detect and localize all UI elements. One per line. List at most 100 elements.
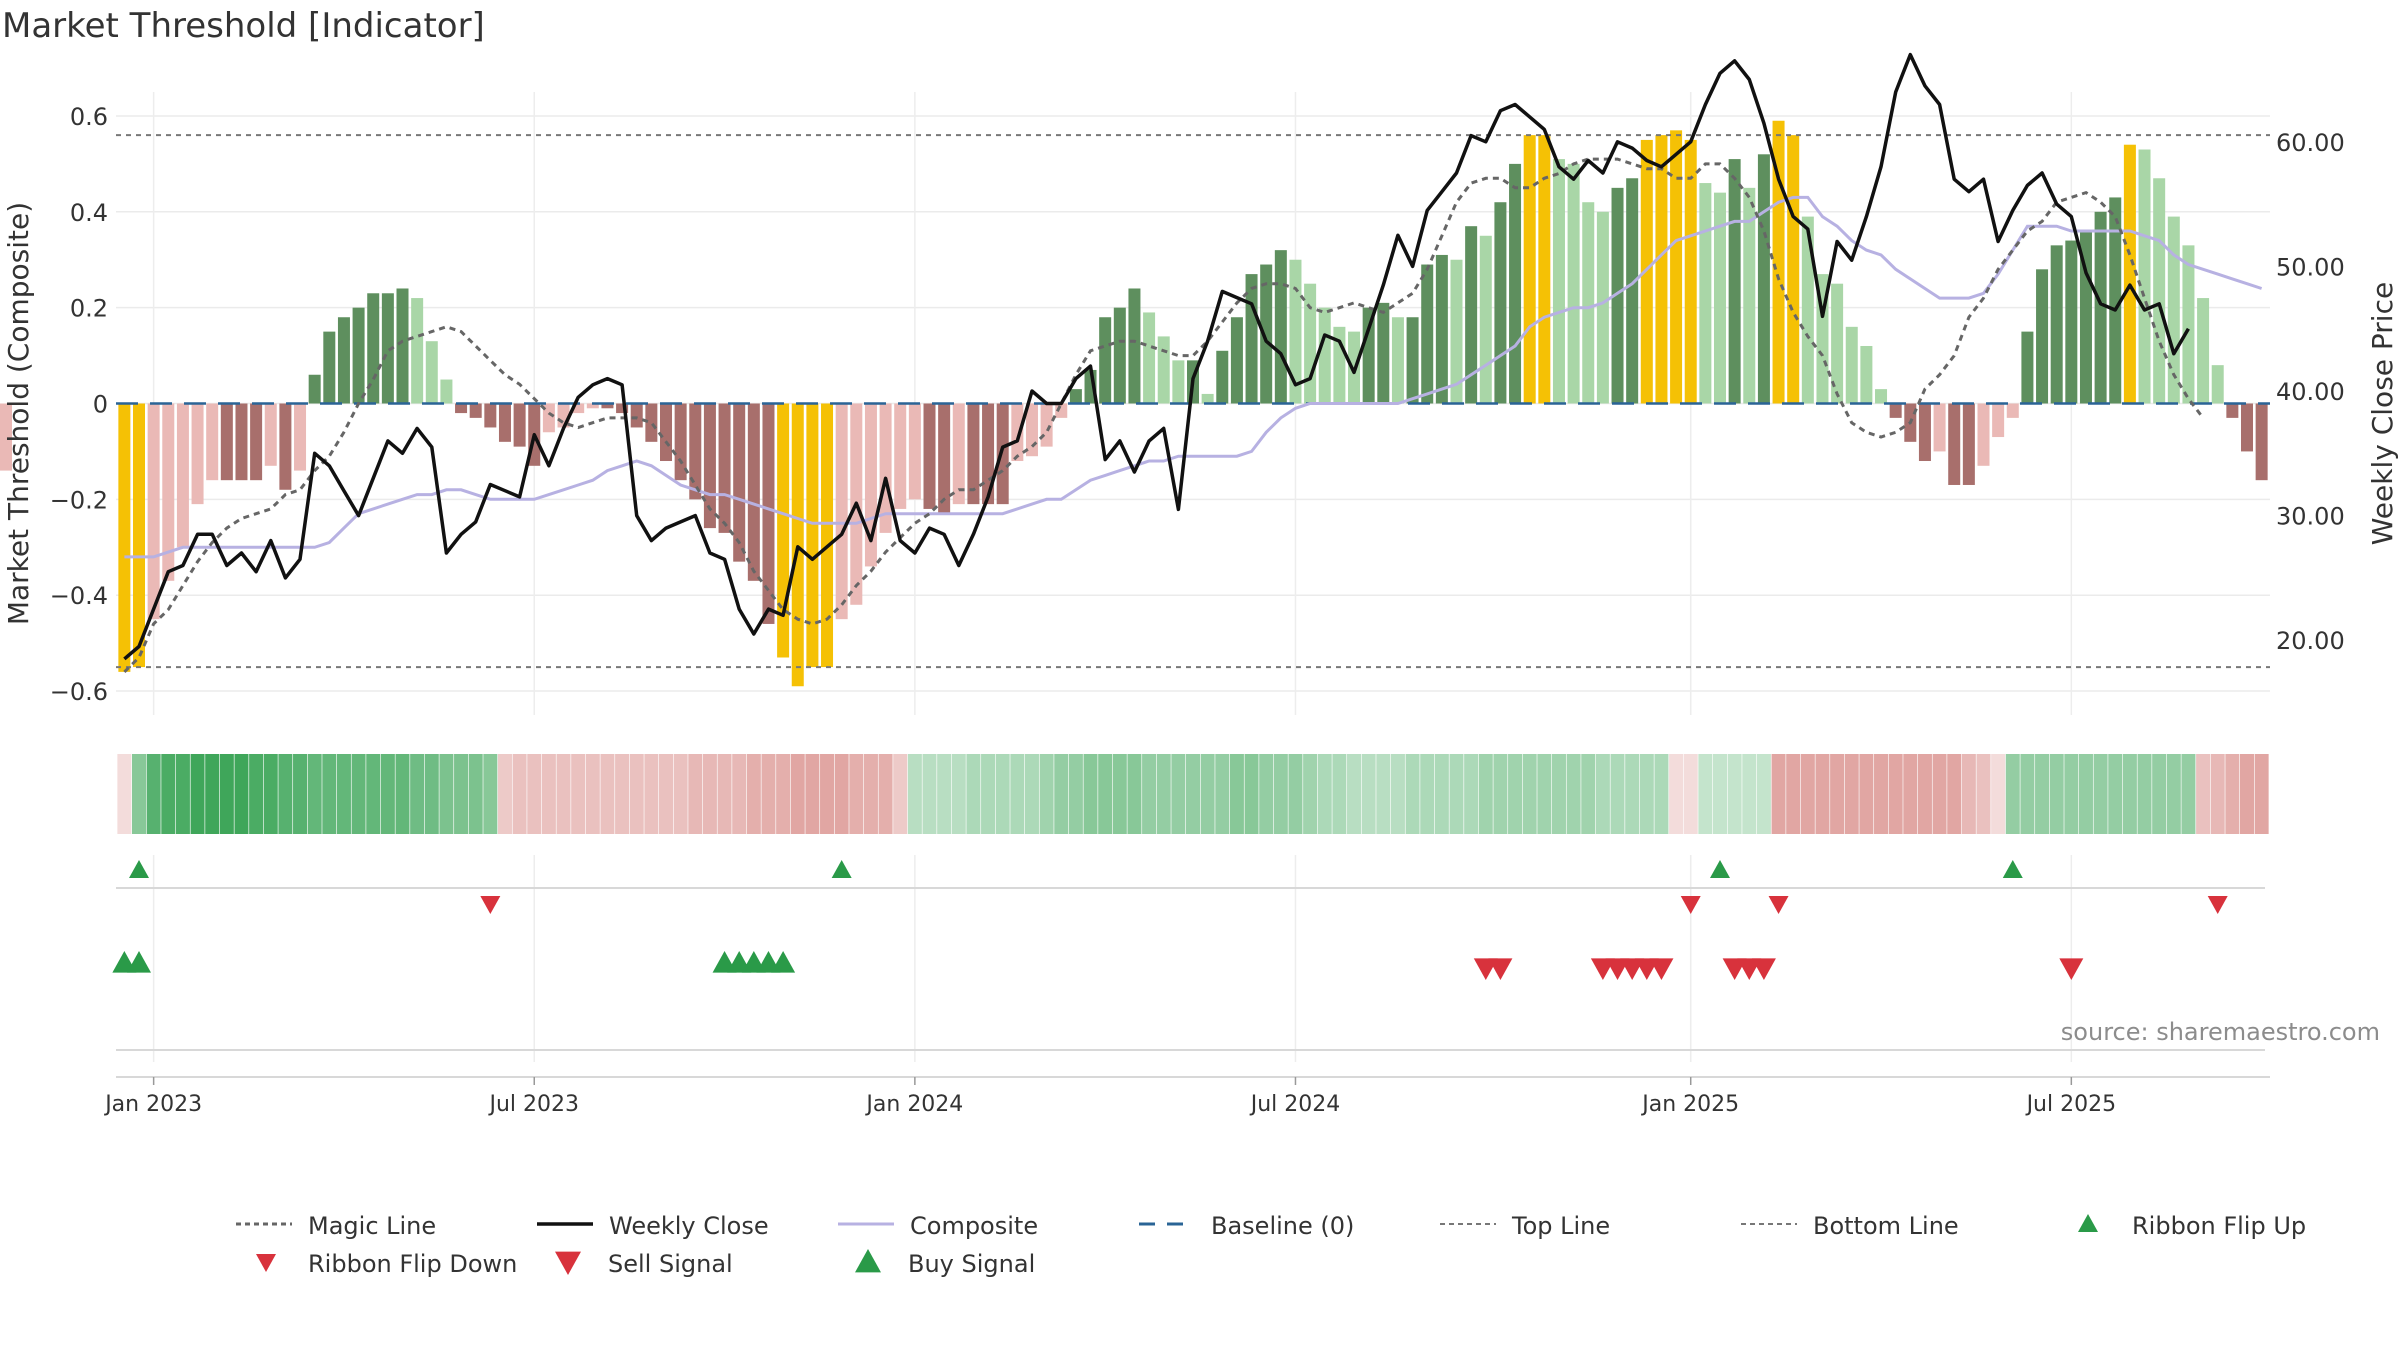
composite-bar <box>1567 163 1580 404</box>
legend-swatch-sell <box>555 1251 581 1275</box>
ribbon-cell <box>2196 754 2211 834</box>
buy-signal-marker <box>127 951 152 973</box>
ribbon-cell <box>219 754 234 834</box>
ribbon-cell <box>161 754 176 834</box>
ribbon-cell <box>1844 754 1859 834</box>
composite-bar <box>2006 403 2019 418</box>
ribbon-cell <box>1420 754 1435 834</box>
ribbon-cell <box>1039 754 1054 834</box>
y-tick-label: 0.2 <box>70 295 108 323</box>
ribbon-cell <box>2239 754 2254 834</box>
ribbon-cell <box>2108 754 2123 834</box>
buy-signal-marker <box>771 951 796 973</box>
ribbon-cell <box>1859 754 1874 834</box>
series-lines <box>123 52 2263 673</box>
ribbon-cell <box>937 754 952 834</box>
ribbon-cell <box>1303 754 1318 834</box>
composite-bar <box>996 403 1009 505</box>
composite-bar <box>703 403 716 529</box>
legend-label: Bottom Line <box>1813 1212 1959 1240</box>
ribbon-cell <box>732 754 747 834</box>
ribbon-cell <box>1610 754 1625 834</box>
ribbon-cell <box>2210 754 2225 834</box>
ribbon-cell <box>761 754 776 834</box>
ribbon-cell <box>717 754 732 834</box>
ribbon-flip-down-marker <box>1768 896 1789 914</box>
composite-bar <box>396 288 409 404</box>
composite-bar <box>616 403 629 414</box>
legend-item: Top Line <box>1440 1212 1610 1240</box>
ribbon-cell <box>849 754 864 834</box>
ribbon-cell <box>1449 754 1464 834</box>
composite-bar <box>645 403 658 442</box>
legend-item: Weekly Close <box>537 1212 769 1240</box>
composite-bar <box>1143 312 1156 404</box>
ribbon-cell <box>1405 754 1420 834</box>
ribbon-cell <box>1522 754 1537 834</box>
ribbon-cell <box>1493 754 1508 834</box>
composite-bar <box>601 403 614 409</box>
ribbon-cell <box>556 754 571 834</box>
ribbon-cell <box>863 754 878 834</box>
ribbon-cell <box>1464 754 1479 834</box>
y-tick-label: 0 <box>93 391 108 419</box>
composite-bar <box>821 403 834 668</box>
ribbon-cell <box>1786 754 1801 834</box>
composite-bar <box>455 403 468 414</box>
ribbon-cell <box>1537 754 1552 834</box>
ribbon-cell <box>2064 754 2079 834</box>
composite-bar <box>425 341 438 404</box>
legend: Magic Line Weekly Close Composite Baseline … <box>236 1212 2306 1278</box>
composite-bar <box>572 403 585 414</box>
ribbon-cell <box>380 754 395 834</box>
composite-bar <box>1509 163 1522 404</box>
axes: 0.6 0.4 0.2 0 −0.2 −0.4 −0.6 60.00 50.00 40.00 30.… <box>2 103 2399 1117</box>
y2-tick-label: 50.00 <box>2276 253 2345 281</box>
ribbon-cell <box>117 754 132 834</box>
composite-bar <box>498 403 511 442</box>
composite-bar <box>191 403 204 505</box>
composite-bar <box>1918 403 1931 462</box>
legend-swatch-flip-down <box>256 1254 276 1272</box>
ribbon-cell <box>981 754 996 834</box>
ribbon-cell <box>2093 754 2108 834</box>
ribbon-cell <box>893 754 908 834</box>
composite-bar <box>689 403 702 500</box>
ribbon-cell <box>2225 754 2240 834</box>
ribbon-cell <box>1727 754 1742 834</box>
composite-bar <box>1801 216 1814 404</box>
x-tick-label: Jan 2025 <box>1640 1092 1739 1117</box>
ribbon-cell <box>2122 754 2137 834</box>
ribbon-cell <box>175 754 190 834</box>
legend-item: Buy Signal <box>855 1249 1035 1278</box>
x-tick-label: Jul 2024 <box>1249 1092 1341 1117</box>
signal-markers <box>112 860 2265 1051</box>
legend-label: Buy Signal <box>908 1250 1035 1278</box>
ribbon-cell <box>1756 754 1771 834</box>
y2-tick-label: 40.00 <box>2276 378 2345 406</box>
x-tick-label: Jan 2023 <box>103 1092 202 1117</box>
ribbon-cell <box>527 754 542 834</box>
ribbon-cell <box>1215 754 1230 834</box>
composite-bar <box>762 403 775 624</box>
composite-bar <box>264 403 277 466</box>
ribbon-cell <box>1698 754 1713 834</box>
composite-bar <box>1040 403 1053 447</box>
ribbon-cell <box>1478 754 1493 834</box>
ribbon-cell <box>234 754 249 834</box>
composite-bar <box>1406 317 1419 404</box>
composite-bar <box>513 403 526 447</box>
composite-bar <box>1069 389 1082 404</box>
ribbon-cell <box>1244 754 1259 834</box>
ribbon-cell <box>1639 754 1654 834</box>
ribbon-cell <box>1317 754 1332 834</box>
ribbon-cell <box>1288 754 1303 834</box>
composite-bar <box>1538 135 1551 404</box>
ribbon-cell <box>629 754 644 834</box>
composite-bar <box>1377 302 1390 404</box>
composite-bar <box>1889 403 1902 418</box>
ribbon-cell <box>951 754 966 834</box>
ribbon-cell <box>1742 754 1757 834</box>
composite-bar <box>2138 149 2151 404</box>
y2-tick-label: 30.00 <box>2276 503 2345 531</box>
